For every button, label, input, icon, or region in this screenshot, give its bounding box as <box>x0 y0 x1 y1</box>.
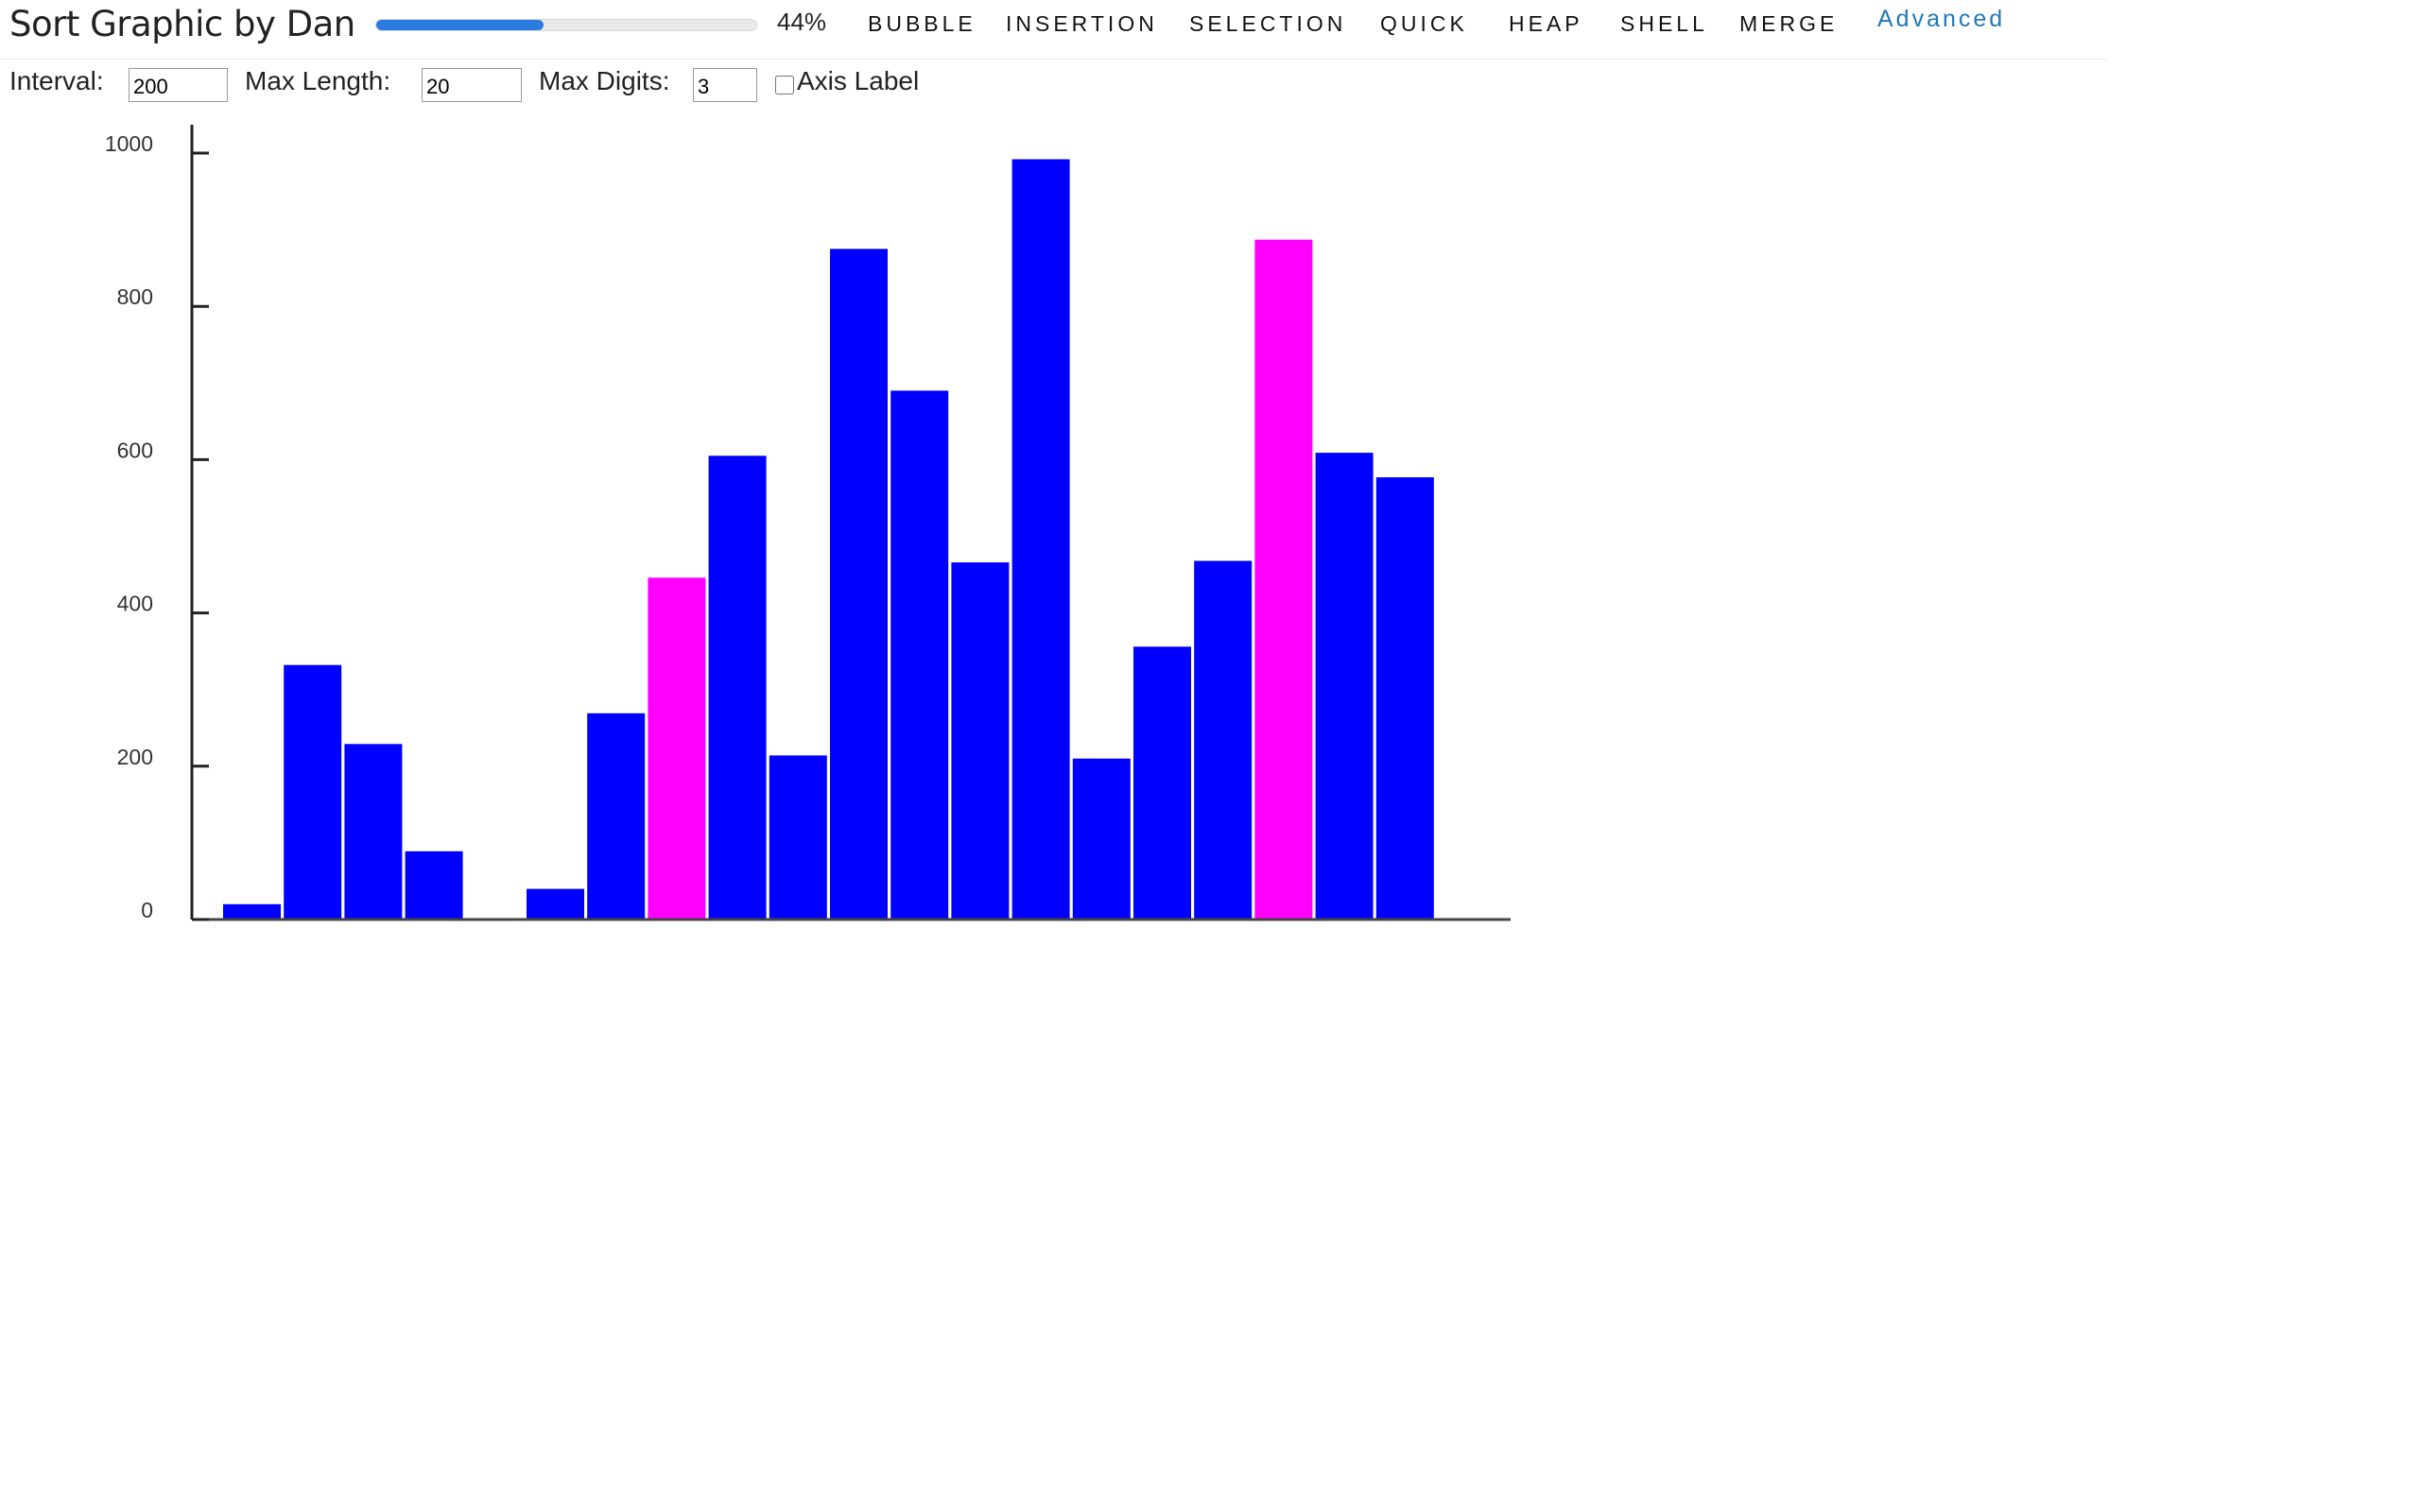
nav-selection[interactable]: SELECTION <box>1189 11 1347 36</box>
chart-bar <box>890 390 949 919</box>
y-tick-label: 800 <box>117 284 153 309</box>
max-digits-label: Max Digits: <box>539 66 670 95</box>
nav-heap[interactable]: HEAP <box>1509 11 1583 36</box>
chart-bar <box>830 249 888 919</box>
max-length-input[interactable] <box>422 68 522 102</box>
progress-percent-text: 44% <box>777 8 827 36</box>
progress-bar <box>375 19 757 31</box>
chart-bar <box>1133 646 1191 919</box>
chart-bar <box>951 562 1010 919</box>
chart-bar-highlighted <box>1254 239 1313 920</box>
y-tick-label: 400 <box>117 592 153 616</box>
progress-bar-fill <box>376 20 544 30</box>
axis-label-checkbox[interactable] <box>775 76 794 94</box>
chart-bars <box>223 159 1434 920</box>
y-tick-label: 1000 <box>105 131 153 156</box>
chart-bar <box>708 455 767 919</box>
chart-bar <box>587 713 646 919</box>
chart-bar <box>1011 159 1070 919</box>
nav-merge[interactable]: MERGE <box>1739 11 1839 36</box>
nav-advanced-link[interactable]: Advanced <box>1877 6 2006 32</box>
chart-bar <box>223 903 281 919</box>
nav-quick[interactable]: QUICK <box>1380 11 1468 36</box>
chart-bar <box>1194 560 1253 919</box>
app-title: Sort Graphic by Dan <box>9 4 355 44</box>
max-digits-input[interactable] <box>693 68 757 102</box>
chart-bar <box>769 755 827 919</box>
chart-bar <box>1072 758 1131 919</box>
interval-label: Interval: <box>9 66 104 95</box>
interval-input[interactable] <box>129 68 228 102</box>
controls-row: Interval: Max Length: Max Digits: Axis L… <box>0 62 1040 106</box>
chart-bar <box>527 888 584 919</box>
chart-bar <box>1375 477 1434 919</box>
chart-axes: 0 200 400 600 800 1000 <box>105 125 1511 922</box>
axis-label-text: Axis Label <box>797 66 920 95</box>
max-length-label: Max Length: <box>245 66 391 95</box>
chart-bar-highlighted <box>648 577 706 919</box>
y-tick-label: 600 <box>117 438 153 462</box>
y-tick-label: 200 <box>117 745 153 769</box>
nav-shell[interactable]: SHELL <box>1620 11 1708 36</box>
chart-bar <box>1315 453 1374 919</box>
nav-bubble[interactable]: BUBBLE <box>868 11 977 36</box>
chart-bar <box>284 664 342 919</box>
top-bar: Sort Graphic by Dan 44% BUBBLE INSERTION… <box>0 0 2106 60</box>
y-tick-label: 0 <box>141 898 153 922</box>
nav-insertion[interactable]: INSERTION <box>1006 11 1158 36</box>
chart-bar <box>405 850 463 919</box>
chart-bar <box>344 744 403 919</box>
